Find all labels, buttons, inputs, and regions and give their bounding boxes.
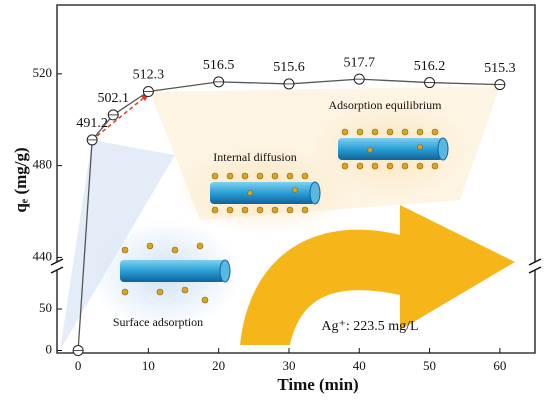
x-tick-label: 10 [142, 358, 155, 373]
axis-frame [56, 4, 536, 262]
x-tick-label: 40 [353, 358, 366, 373]
data-label: 502.1 [97, 91, 129, 106]
data-label: 517.7 [344, 55, 376, 70]
y-tick-label: 480 [33, 157, 53, 172]
axis-break [528, 266, 542, 274]
x-tick-label: 30 [282, 358, 295, 373]
x-tick-label: 20 [212, 358, 225, 373]
nanotube [120, 137, 449, 283]
trend-arrow [96, 95, 147, 137]
data-label: 515.3 [484, 61, 516, 76]
y-axis-label: qₑ (mg/g) [11, 147, 30, 212]
data-label: 516.2 [414, 59, 446, 74]
annotation: Surface adsorption [113, 315, 203, 329]
silver-ions [121, 128, 439, 304]
x-tick-label: 50 [423, 358, 436, 373]
data-label: 515.6 [273, 60, 305, 75]
axis-frame [56, 270, 536, 354]
annotation: Internal diffusion [213, 150, 296, 164]
y-tick-label: 440 [33, 248, 53, 263]
data-label: 516.5 [203, 58, 235, 73]
data-label: 512.3 [133, 68, 165, 83]
annotation: Adsorption equilibrium [329, 98, 443, 112]
y-tick-label: 0 [46, 341, 53, 356]
y-tick-label: 50 [39, 300, 52, 315]
annotation: Ag⁺: 223.5 mg/L [321, 319, 418, 334]
axis-break [50, 266, 64, 274]
data-label: 491.2 [76, 116, 108, 131]
process-arrow [240, 205, 515, 345]
y-tick-label: 520 [33, 65, 53, 80]
x-tick-label: 0 [75, 358, 82, 373]
x-axis-label: Time (min) [277, 375, 358, 394]
axis-break [50, 258, 64, 266]
axis-break [528, 258, 542, 266]
x-tick-label: 60 [493, 358, 506, 373]
